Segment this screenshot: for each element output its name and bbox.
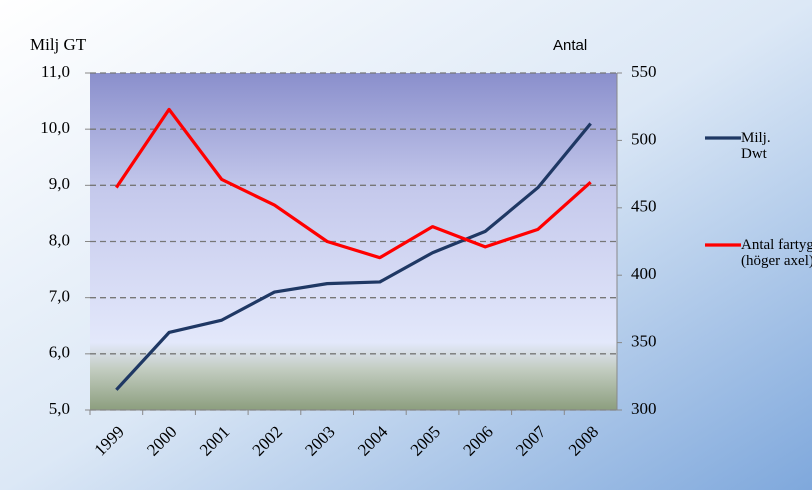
legend-label: Milj. Dwt bbox=[741, 130, 771, 162]
line-series bbox=[115, 122, 592, 391]
y-tick-label: 6,0 bbox=[49, 343, 70, 362]
y-tick-label: 8,0 bbox=[49, 230, 70, 249]
y-tick-label: 10,0 bbox=[40, 118, 70, 137]
line-series bbox=[115, 107, 592, 260]
y2-tick-label: 500 bbox=[631, 129, 657, 148]
y-tick-label: 5,0 bbox=[49, 399, 70, 418]
y2-tick-label: 350 bbox=[631, 332, 657, 351]
y2-tick-label: 300 bbox=[631, 399, 657, 418]
y-tick-label: 9,0 bbox=[49, 174, 70, 193]
legend-label: Antal fartyg (höger axel) bbox=[741, 237, 812, 269]
y-tick-label: 11,0 bbox=[41, 62, 70, 81]
y2-axis-label: Antal bbox=[553, 37, 587, 54]
y-tick-label: 7,0 bbox=[49, 287, 70, 306]
y2-tick-label: 550 bbox=[631, 62, 657, 81]
y-axis-label: Milj GT bbox=[30, 35, 87, 54]
y2-tick-label: 400 bbox=[631, 264, 657, 283]
y2-tick-label: 450 bbox=[631, 197, 657, 216]
